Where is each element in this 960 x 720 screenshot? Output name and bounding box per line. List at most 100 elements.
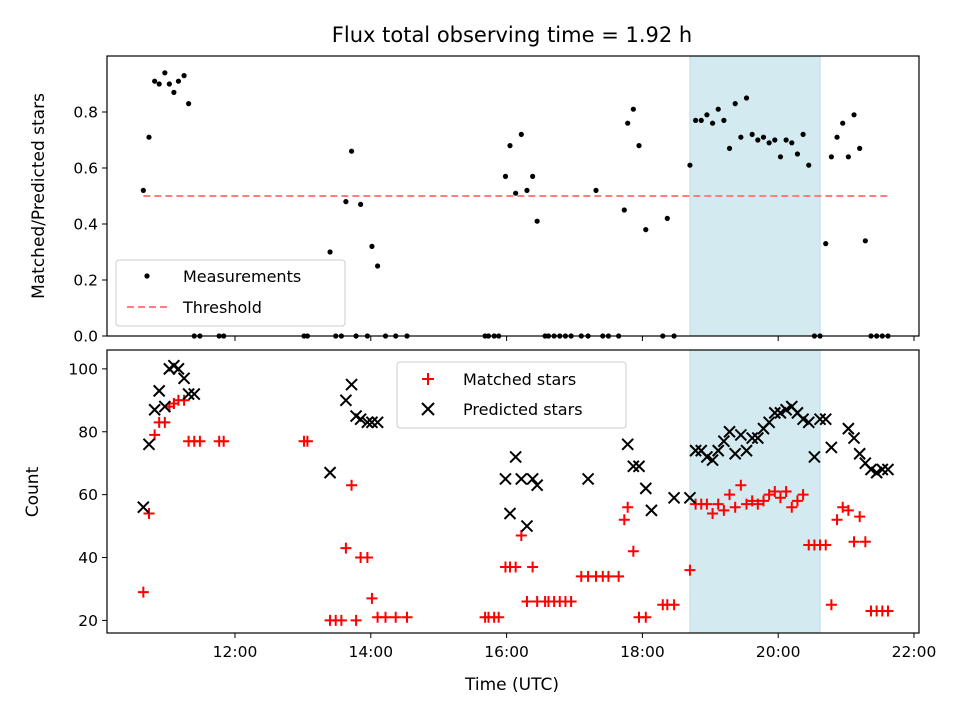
measurements-point	[828, 154, 834, 160]
y-tick-label: 60	[78, 486, 98, 504]
matched-stars-point	[335, 614, 347, 626]
matched-stars-point	[401, 611, 413, 623]
x-tick-label: 20:00	[756, 643, 801, 661]
predicted-stars-point	[740, 444, 753, 457]
top-y-ticks: 0.0 0.2 0.4 0.6 0.8	[73, 104, 107, 346]
measurements-point	[171, 89, 177, 95]
matched-stars-point	[149, 429, 161, 441]
measurements-point	[721, 117, 727, 123]
predicted-stars-point	[515, 472, 528, 486]
measurements-point	[834, 134, 840, 140]
chart-title: Flux total observing time = 1.92 h	[332, 23, 692, 47]
predicted-stars-point	[526, 472, 539, 486]
matched-stars-point	[797, 489, 809, 501]
matched-stars-point	[735, 479, 747, 491]
measurements-point	[709, 120, 716, 126]
matched-stars-point	[763, 489, 775, 501]
predicted-stars-point	[361, 416, 374, 429]
predicted-stars-point	[142, 438, 156, 451]
bottom-observing-window	[689, 350, 821, 633]
predicted-stars-point	[148, 403, 161, 416]
measurements-point	[358, 201, 364, 207]
predicted-stars-point	[802, 416, 815, 429]
measurements-point	[518, 131, 524, 137]
matched-stars-point	[791, 495, 803, 507]
measurements-point	[806, 162, 812, 168]
top-y-axis-label: Matched/Predicted stars	[29, 93, 49, 299]
measurements-point	[823, 241, 829, 247]
measurements-point	[181, 73, 187, 79]
y-tick-label: 0.4	[73, 216, 98, 234]
matched-stars-point	[746, 495, 758, 507]
x-tick-label: 12:00	[213, 643, 258, 661]
predicted-stars-point	[503, 507, 517, 520]
measurements-point	[343, 199, 349, 205]
measurements-point	[374, 263, 381, 269]
predicted-stars-point	[639, 482, 653, 495]
matched-stars-point	[340, 542, 352, 554]
matched-stars-point	[859, 536, 871, 548]
measurements-point	[738, 134, 744, 140]
matched-stars-point	[613, 570, 625, 582]
matched-stars-point	[510, 561, 522, 573]
predicted-stars-point	[371, 416, 384, 429]
matched-stars-point	[712, 498, 724, 510]
measurements-point	[726, 145, 733, 151]
matched-stars-point	[848, 536, 860, 548]
matched-stars-point	[350, 614, 362, 626]
bottom-legend: Matched stars Predicted stars	[396, 361, 627, 429]
predicted-stars-point	[667, 491, 681, 504]
predicted-stars-point	[881, 463, 895, 476]
matched-stars-point	[757, 495, 769, 507]
measurements-point	[146, 134, 152, 140]
measurements-point	[862, 238, 868, 244]
measurements-point	[704, 112, 710, 118]
matched-stars-point	[602, 570, 614, 582]
predicted-stars-point	[796, 412, 810, 426]
predicted-stars-point	[182, 387, 195, 401]
top-axes-frame	[106, 55, 920, 337]
measurements-point	[166, 81, 172, 87]
matched-stars-point	[346, 479, 358, 491]
x-tick-label: 16:00	[484, 643, 529, 661]
measurements-point	[502, 173, 509, 179]
matched-stars-point	[159, 416, 171, 428]
measurements-point	[152, 78, 158, 84]
bottom-series-layer	[137, 359, 895, 626]
predicted-stars-point	[745, 431, 759, 445]
legend-measurements-marker	[144, 273, 150, 279]
predicted-stars-point	[530, 479, 544, 492]
predicted-stars-point	[188, 387, 201, 401]
measurements-point	[789, 140, 795, 146]
measurements-point	[162, 70, 168, 76]
bottom-axes-frame	[106, 349, 920, 634]
measurements-point	[643, 227, 649, 233]
measurements-point	[593, 187, 599, 193]
predicted-stars-point	[779, 403, 793, 416]
predicted-stars-point	[172, 362, 185, 376]
predicted-stars-point	[842, 422, 855, 435]
predicted-stars-point	[158, 400, 172, 413]
matched-stars-point	[493, 611, 505, 623]
top-panel: 0.00.20.40.60.8 Matched/Predicted stars …	[29, 55, 920, 346]
matched-stars-point	[769, 486, 781, 497]
matched-stars-point	[718, 504, 730, 516]
measurements-point	[772, 137, 778, 143]
measurements-point	[513, 190, 519, 196]
predicted-stars-point	[632, 460, 646, 473]
matched-stars-point	[218, 435, 230, 447]
measurements-point	[760, 134, 767, 140]
matched-stars-point	[366, 592, 378, 604]
measurements-point	[156, 81, 162, 87]
measurements-point	[630, 106, 636, 112]
matched-stars-point	[194, 435, 206, 447]
predicted-stars-point	[700, 450, 714, 464]
measurements-point	[327, 249, 333, 255]
predicted-stars-point	[621, 438, 634, 451]
measurements-point	[534, 218, 540, 224]
measurements-point	[794, 151, 801, 157]
y-tick-label: 20	[78, 612, 98, 630]
matched-stars-point	[724, 489, 736, 501]
matched-stars-point	[380, 611, 392, 623]
predicted-stars-point	[323, 466, 337, 479]
